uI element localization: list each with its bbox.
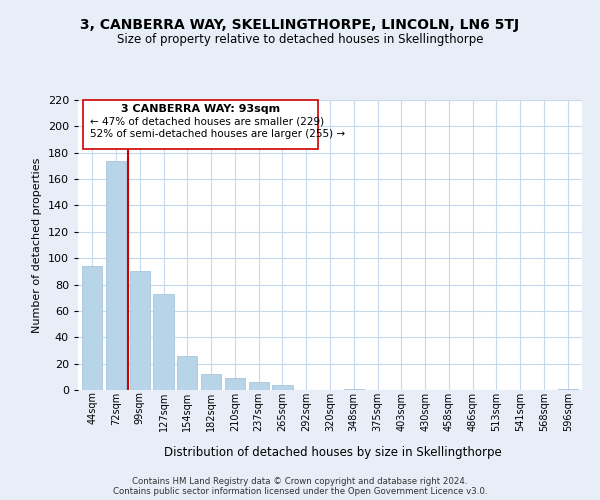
Y-axis label: Number of detached properties: Number of detached properties <box>32 158 42 332</box>
Bar <box>130 272 150 390</box>
Bar <box>272 384 293 390</box>
Bar <box>82 266 103 390</box>
Bar <box>83 100 318 149</box>
Bar <box>225 378 245 390</box>
Bar <box>177 356 197 390</box>
Text: 3 CANBERRA WAY: 93sqm: 3 CANBERRA WAY: 93sqm <box>121 104 280 114</box>
Text: Distribution of detached houses by size in Skellingthorpe: Distribution of detached houses by size … <box>164 446 502 459</box>
Bar <box>248 382 269 390</box>
Text: ← 47% of detached houses are smaller (229): ← 47% of detached houses are smaller (22… <box>90 116 324 126</box>
Text: 3, CANBERRA WAY, SKELLINGTHORPE, LINCOLN, LN6 5TJ: 3, CANBERRA WAY, SKELLINGTHORPE, LINCOLN… <box>80 18 520 32</box>
Bar <box>106 160 126 390</box>
Bar <box>557 388 578 390</box>
Text: Size of property relative to detached houses in Skellingthorpe: Size of property relative to detached ho… <box>117 32 483 46</box>
Text: 52% of semi-detached houses are larger (255) →: 52% of semi-detached houses are larger (… <box>90 130 345 140</box>
Bar <box>344 388 364 390</box>
Bar <box>154 294 173 390</box>
Text: Contains HM Land Registry data © Crown copyright and database right 2024.: Contains HM Land Registry data © Crown c… <box>132 476 468 486</box>
Bar <box>201 374 221 390</box>
Text: Contains public sector information licensed under the Open Government Licence v3: Contains public sector information licen… <box>113 486 487 496</box>
